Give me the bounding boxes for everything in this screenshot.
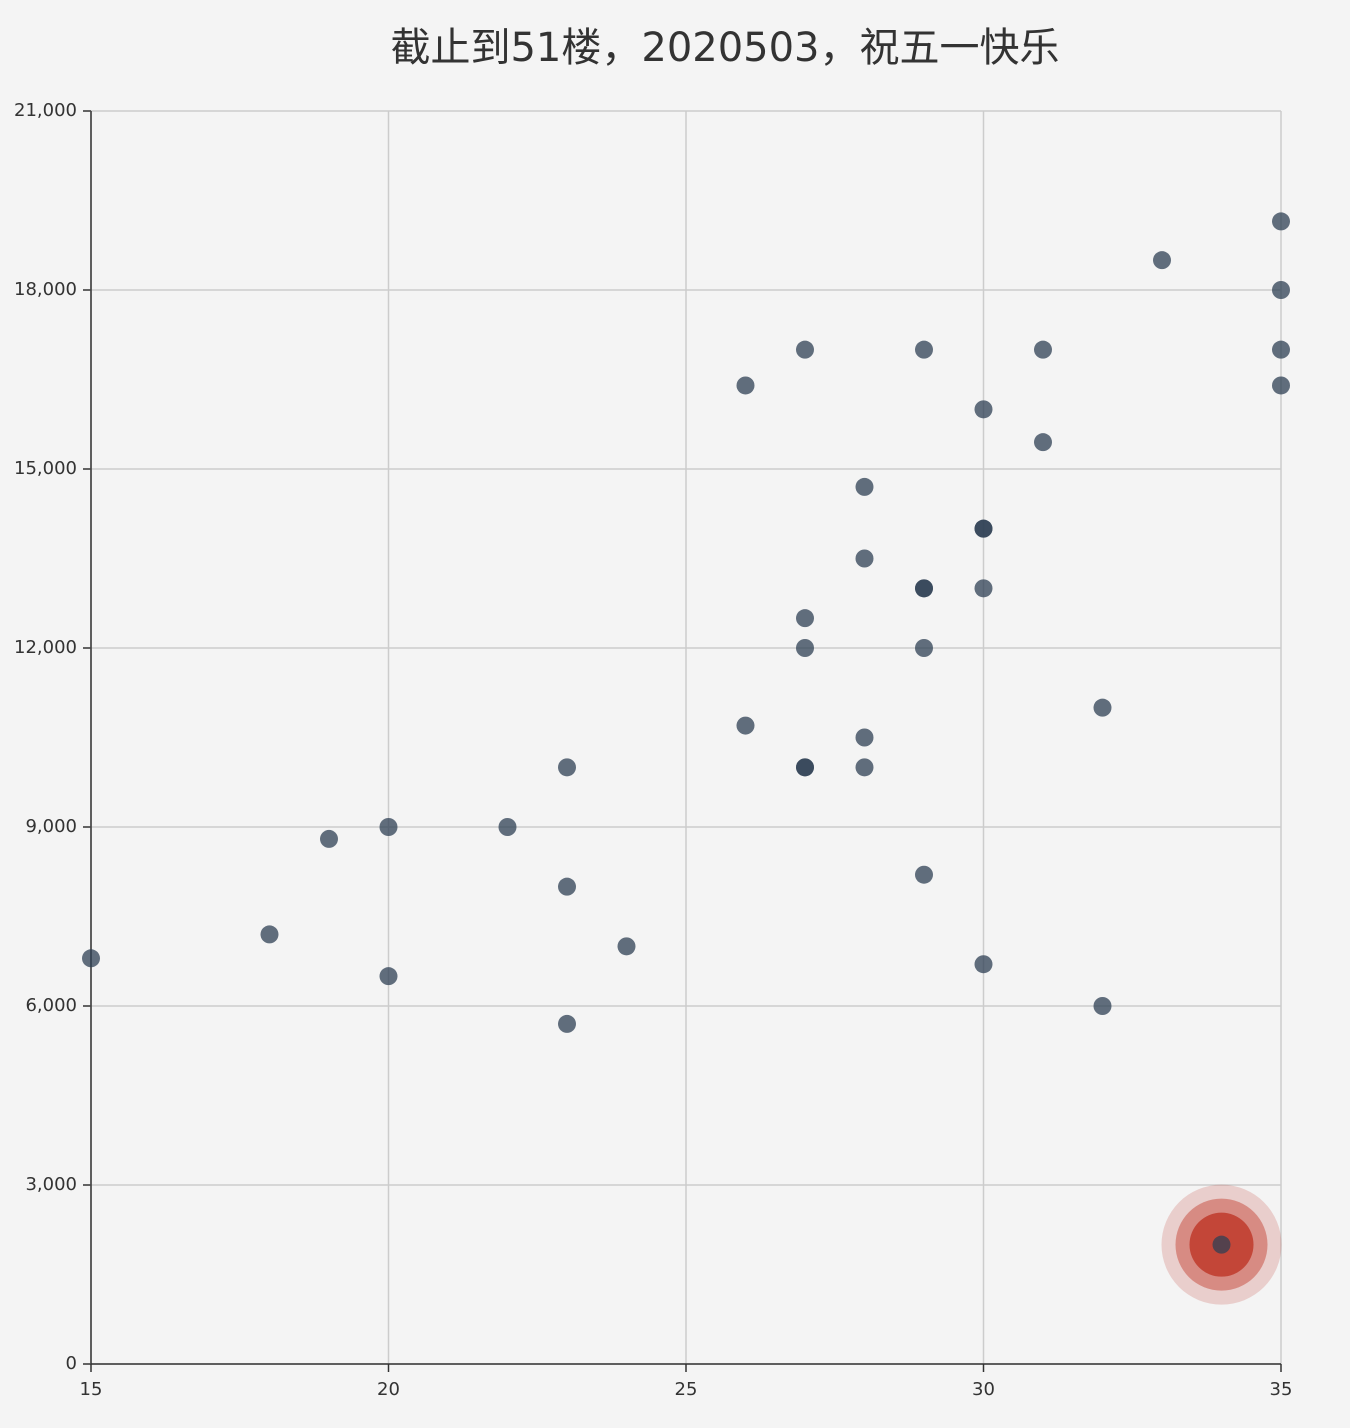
- y-tick-label: 12,000: [14, 637, 77, 658]
- point: [974, 579, 993, 598]
- point: [498, 818, 517, 836]
- x-tick-label: 20: [377, 1379, 400, 1400]
- point: [379, 818, 398, 836]
- y-tick-label: 15,000: [14, 458, 77, 479]
- point: [855, 549, 874, 568]
- x-tick-label: 30: [972, 1379, 995, 1400]
- point: [736, 716, 755, 735]
- point: [617, 937, 636, 956]
- point: [915, 579, 933, 598]
- point: [379, 967, 398, 986]
- point: [915, 639, 933, 657]
- x-tick-label: 15: [80, 1379, 103, 1400]
- point: [974, 519, 993, 538]
- point: [855, 728, 874, 747]
- point: [260, 925, 279, 944]
- point: [558, 877, 576, 896]
- point: [1272, 212, 1290, 231]
- point: [796, 639, 814, 657]
- point: [1212, 1235, 1231, 1254]
- point: [974, 955, 993, 974]
- x-tick-label: 35: [1270, 1379, 1293, 1400]
- point: [855, 758, 874, 777]
- point: [558, 1014, 576, 1033]
- point: [82, 949, 100, 968]
- point: [796, 758, 814, 777]
- point: [1272, 340, 1290, 359]
- point: [915, 340, 933, 359]
- point: [1272, 281, 1290, 299]
- point: [1093, 698, 1112, 717]
- point: [915, 865, 933, 884]
- point: [1153, 251, 1171, 270]
- x-tick-label: 25: [675, 1379, 698, 1400]
- y-tick-label: 0: [66, 1353, 77, 1374]
- point: [1093, 997, 1112, 1015]
- point: [974, 400, 993, 419]
- y-tick-label: 21,000: [14, 100, 77, 121]
- point: [796, 340, 814, 359]
- point: [1034, 433, 1052, 452]
- y-tick-label: 6,000: [25, 995, 77, 1016]
- point: [736, 376, 755, 395]
- chart-title: 截止到51楼，2020503，祝五一快乐: [390, 25, 1059, 71]
- point: [320, 829, 338, 848]
- y-tick-label: 3,000: [25, 1174, 77, 1195]
- point: [796, 609, 814, 628]
- y-tick-label: 9,000: [25, 816, 77, 837]
- point: [1272, 376, 1290, 395]
- point: [855, 477, 874, 496]
- y-tick-label: 18,000: [14, 279, 77, 300]
- point: [558, 758, 576, 777]
- point: [1034, 340, 1052, 359]
